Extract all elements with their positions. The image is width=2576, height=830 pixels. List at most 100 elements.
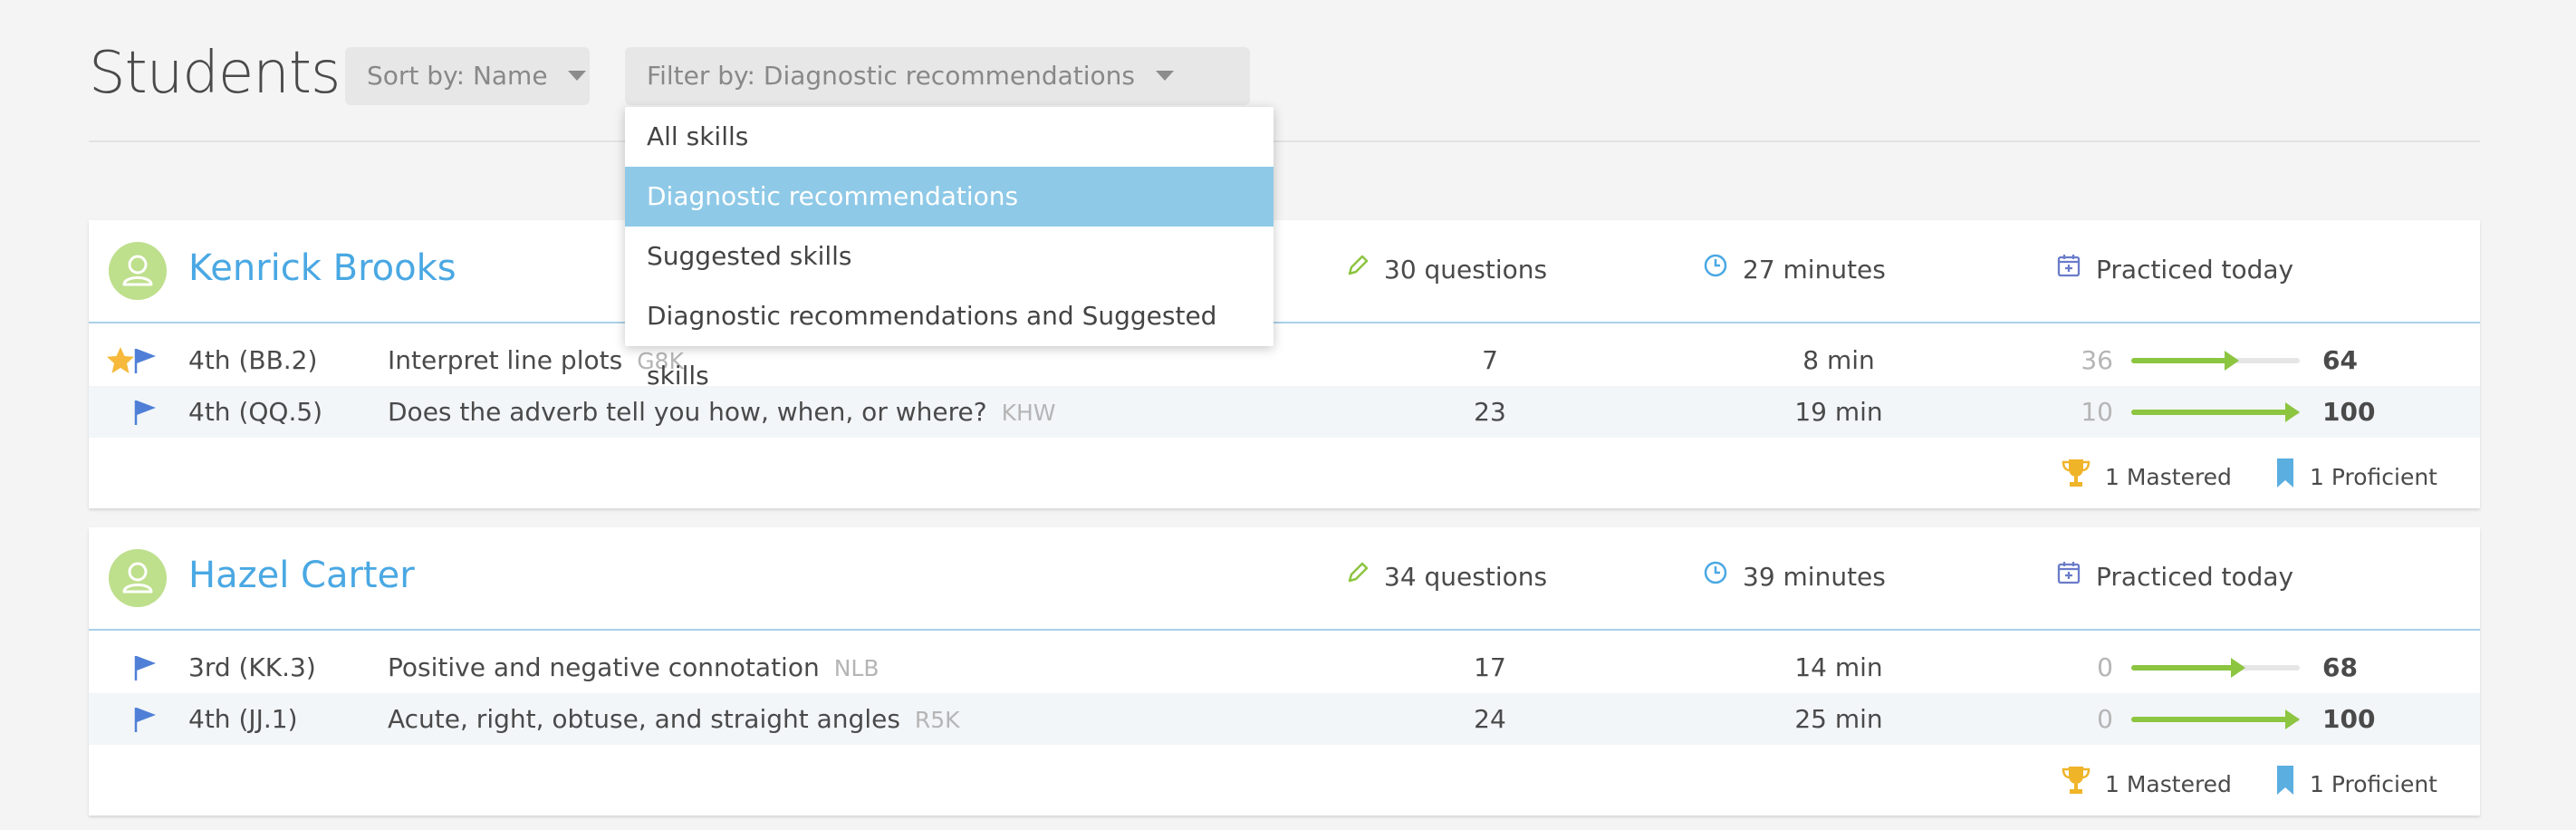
skill-name[interactable]: Positive and negative connotation NLB [388, 642, 879, 694]
calendar-icon [2056, 560, 2081, 592]
mastered-count: 1 Mastered [2060, 459, 2232, 497]
ribbon-icon [2273, 764, 2297, 802]
filter-value: Diagnostic recommendations [763, 61, 1136, 91]
sort-value: Name [472, 61, 548, 91]
skill-grade: 3rd (KK.3) [188, 652, 316, 682]
filter-option-suggested-skills[interactable]: Suggested skills [647, 241, 852, 271]
skill-name[interactable]: Interpret line plots G8K [388, 334, 684, 387]
skill-time: 25 min [1794, 704, 1883, 734]
chevron-down-icon [1155, 70, 1174, 81]
time-spent: 39 minutes [1743, 562, 1886, 592]
student-card: Kenrick Brooks 30 questions 27 minutes P… [89, 220, 2480, 508]
skill-questions: 7 [1482, 345, 1498, 375]
end-score: 64 [2322, 345, 2358, 375]
student-card-header: Hazel Carter 34 questions 39 minutes Pra… [89, 527, 2480, 631]
questions-count: 30 questions [1384, 255, 1548, 285]
questions-stat: 30 questions [1346, 255, 1547, 286]
skill-title[interactable]: Does the adverb tell you how, when, or w… [388, 397, 987, 427]
skill-title[interactable]: Interpret line plots [388, 345, 623, 375]
page-title: Students [89, 40, 341, 107]
filter-option-all-skills[interactable]: All skills [647, 121, 749, 151]
table-row[interactable]: 4th (JJ.1) Acute, right, obtuse, and str… [89, 693, 2480, 745]
skill-code: KHW [1001, 400, 1056, 426]
star-icon [105, 345, 136, 382]
skill-questions: 23 [1474, 397, 1506, 427]
progress-arrow-icon [2231, 658, 2246, 678]
progress-bar [2131, 351, 2300, 371]
progress-arrow-icon [2225, 351, 2240, 371]
mastered-count: 1 Mastered [2060, 767, 2232, 805]
proficient-label: 1 Proficient [2310, 771, 2437, 797]
skill-code: G8K [637, 348, 684, 374]
person-icon [109, 549, 167, 607]
skill-questions: 24 [1474, 704, 1506, 734]
start-score: 0 [2097, 704, 2113, 734]
student-name[interactable]: Hazel Carter [188, 555, 415, 596]
page-header: Students Sort by: Name Filter by: Diagno… [89, 36, 2480, 142]
time-stat: 27 minutes [1703, 253, 1886, 287]
skill-grade: 4th (JJ.1) [188, 704, 298, 734]
table-row[interactable]: 4th (BB.2) Interpret line plots G8K 7 8 m… [89, 334, 2480, 386]
skill-name[interactable]: Acute, right, obtuse, and straight angle… [388, 693, 960, 746]
skill-time: 8 min [1802, 345, 1875, 375]
ribbon-icon [2273, 457, 2297, 495]
skill-title[interactable]: Positive and negative connotation [388, 652, 820, 682]
table-row[interactable]: 4th (QQ.5) Does the adverb tell you how,… [89, 386, 2480, 438]
progress-fill [2131, 358, 2229, 363]
start-score: 36 [2081, 345, 2113, 375]
progress-fill [2131, 410, 2289, 415]
flag-icon [129, 652, 159, 690]
skill-time: 14 min [1794, 652, 1883, 682]
sort-label: Sort by: [367, 61, 466, 91]
progress-arrow-icon [2285, 402, 2300, 422]
filter-label: Filter by: [647, 61, 755, 91]
sort-dropdown-button[interactable]: Sort by: Name [345, 47, 590, 105]
student-name[interactable]: Kenrick Brooks [188, 247, 457, 289]
skill-name[interactable]: Does the adverb tell you how, when, or w… [388, 386, 1056, 439]
skill-questions: 17 [1474, 652, 1506, 682]
trophy-icon [2060, 764, 2092, 802]
filter-dropdown-menu: All skills Diagnostic recommendations Su… [625, 107, 1274, 391]
skill-code: NLB [833, 655, 879, 681]
practiced-stat: Practiced today [2056, 253, 2294, 287]
skill-grade: 4th (BB.2) [188, 345, 318, 375]
proficient-count: 1 Proficient [2273, 457, 2437, 497]
practiced-stat: Practiced today [2056, 560, 2294, 594]
start-score: 10 [2081, 397, 2113, 427]
skill-time: 19 min [1794, 397, 1883, 427]
flag-icon [129, 397, 159, 434]
skill-code: R5K [914, 707, 960, 733]
end-score: 68 [2322, 652, 2358, 682]
time-stat: 39 minutes [1703, 560, 1886, 594]
questions-stat: 34 questions [1346, 562, 1547, 594]
flag-icon [129, 345, 159, 382]
flag-icon [129, 704, 159, 741]
filter-option-diagnostic-and-suggested[interactable]: Diagnostic recommendations and Suggested… [647, 301, 1217, 391]
person-icon [109, 242, 167, 300]
proficient-count: 1 Proficient [2273, 764, 2437, 805]
questions-count: 34 questions [1384, 562, 1548, 592]
progress-fill [2131, 665, 2235, 671]
start-score: 0 [2097, 652, 2113, 682]
end-score: 100 [2322, 397, 2376, 427]
skill-title[interactable]: Acute, right, obtuse, and straight angle… [388, 704, 900, 734]
student-card-header: Kenrick Brooks 30 questions 27 minutes P… [89, 220, 2480, 323]
practiced-status: Practiced today [2096, 562, 2294, 592]
mastered-label: 1 Mastered [2105, 771, 2232, 797]
progress-arrow-icon [2285, 709, 2300, 729]
table-row[interactable]: 3rd (KK.3) Positive and negative connota… [89, 642, 2480, 693]
progress-fill [2131, 717, 2289, 722]
filter-dropdown-button[interactable]: Filter by: Diagnostic recommendations [625, 47, 1250, 105]
calendar-icon [2056, 253, 2081, 285]
time-spent: 27 minutes [1743, 255, 1886, 285]
clock-icon [1703, 560, 1728, 592]
pencil-icon [1346, 254, 1370, 284]
skill-grade: 4th (QQ.5) [188, 397, 323, 427]
progress-bar [2131, 658, 2300, 678]
filter-option-diagnostic-recommendations[interactable]: Diagnostic recommendations [625, 167, 1274, 227]
student-card: Hazel Carter 34 questions 39 minutes Pra… [89, 527, 2480, 816]
clock-icon [1703, 253, 1728, 285]
mastered-label: 1 Mastered [2105, 464, 2232, 490]
practiced-status: Practiced today [2096, 255, 2294, 285]
trophy-icon [2060, 457, 2092, 495]
